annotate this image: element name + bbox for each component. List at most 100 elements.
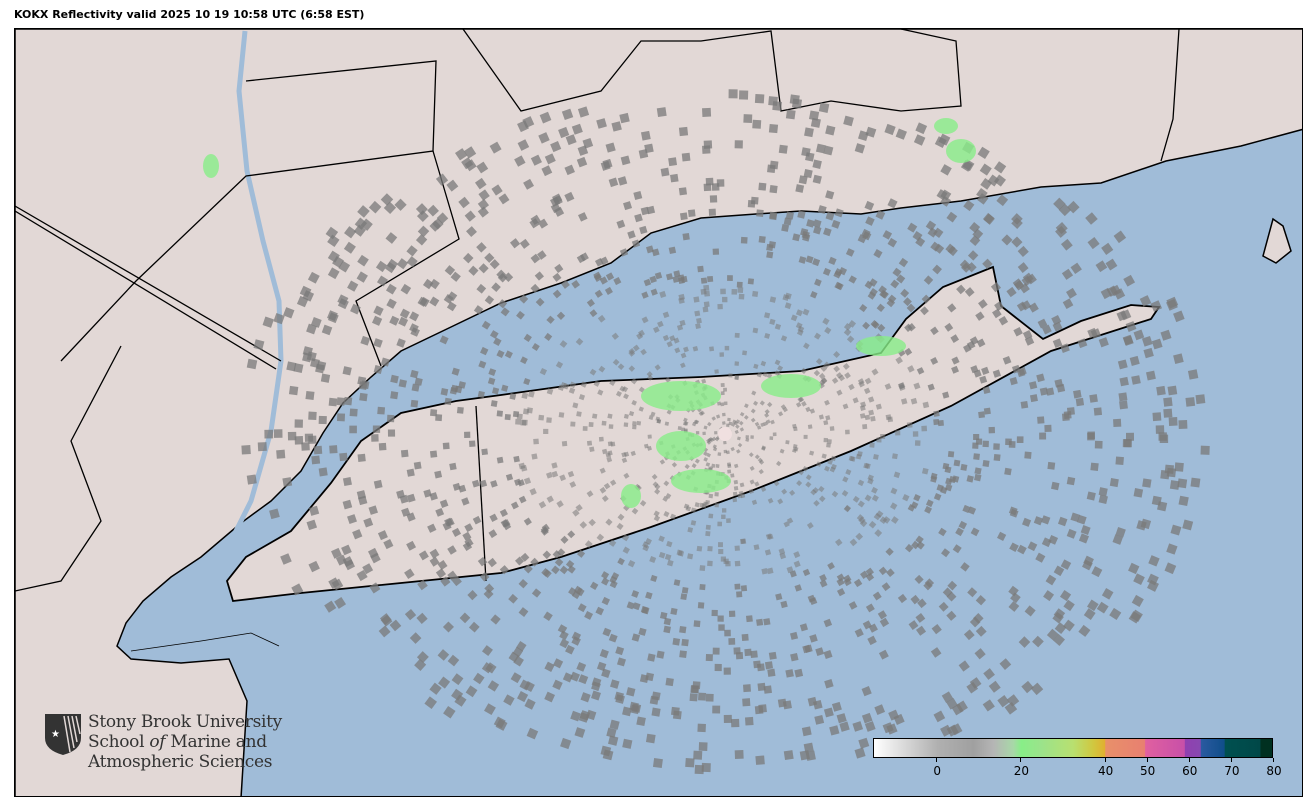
radar-echo bbox=[662, 334, 670, 342]
radar-echo bbox=[956, 700, 968, 713]
radar-echo bbox=[858, 130, 869, 142]
radar-echo bbox=[383, 539, 394, 550]
radar-echo bbox=[377, 406, 386, 415]
radar-echo bbox=[1086, 491, 1096, 501]
radar-echo-green bbox=[761, 374, 821, 398]
radar-map[interactable] bbox=[14, 28, 1303, 797]
radar-echo bbox=[668, 157, 678, 167]
radar-echo bbox=[873, 512, 882, 521]
radar-echo bbox=[882, 516, 891, 524]
radar-echo bbox=[818, 485, 825, 493]
radar-echo bbox=[752, 290, 759, 298]
radar-echo bbox=[733, 486, 739, 491]
radar-echo bbox=[817, 205, 827, 215]
radar-echo bbox=[931, 623, 942, 635]
radar-echo bbox=[429, 556, 440, 567]
radar-echo bbox=[760, 360, 767, 367]
radar-echo bbox=[1195, 394, 1206, 405]
radar-echo bbox=[447, 545, 457, 555]
radar-echo bbox=[724, 629, 731, 637]
radar-echo bbox=[665, 273, 674, 281]
radar-echo bbox=[973, 369, 982, 378]
radar-echo bbox=[786, 566, 794, 574]
radar-echo bbox=[519, 294, 529, 304]
radar-echo bbox=[786, 517, 794, 524]
radar-echo bbox=[435, 507, 445, 517]
radar-echo bbox=[1077, 514, 1087, 525]
radar-echo bbox=[852, 495, 860, 503]
radar-echo bbox=[868, 409, 875, 416]
radar-echo bbox=[398, 379, 407, 388]
radar-echo bbox=[609, 379, 616, 386]
radar-echo bbox=[1053, 197, 1066, 211]
radar-echo bbox=[774, 323, 782, 330]
radar-echo bbox=[523, 477, 532, 485]
radar-echo bbox=[622, 534, 630, 542]
radar-echo bbox=[694, 458, 700, 464]
radar-echo bbox=[435, 414, 443, 422]
radar-echo bbox=[1017, 245, 1029, 258]
colorbar-tick-label: 60 bbox=[1182, 764, 1198, 778]
radar-echo bbox=[818, 372, 826, 380]
radar-echo bbox=[753, 544, 760, 551]
radar-echo bbox=[683, 503, 690, 510]
radar-echo bbox=[790, 652, 799, 662]
radar-echo bbox=[727, 462, 731, 467]
radar-echo bbox=[976, 338, 986, 348]
radar-echo bbox=[306, 519, 318, 531]
radar-echo bbox=[468, 621, 480, 633]
radar-echo bbox=[572, 402, 579, 409]
radar-echo bbox=[665, 493, 672, 499]
radar-echo bbox=[803, 168, 813, 179]
radar-echo bbox=[898, 257, 909, 268]
radar-echo bbox=[784, 302, 792, 310]
radar-echo bbox=[424, 696, 437, 709]
radar-echo bbox=[502, 519, 511, 528]
radar-echo bbox=[921, 467, 929, 475]
radar-echo bbox=[575, 504, 583, 512]
radar-echo bbox=[1041, 324, 1052, 335]
radar-echo bbox=[464, 210, 476, 222]
radar-echo bbox=[1143, 347, 1154, 359]
radar-echo bbox=[331, 578, 344, 591]
radar-echo bbox=[723, 449, 728, 454]
radar-echo bbox=[668, 246, 677, 255]
radar-echo bbox=[769, 212, 778, 221]
radar-echo bbox=[778, 144, 788, 154]
radar-echo bbox=[677, 550, 685, 557]
radar-echo bbox=[802, 568, 811, 577]
radar-echo bbox=[531, 588, 542, 598]
radar-echo bbox=[728, 610, 736, 618]
radar-echo bbox=[649, 556, 657, 564]
radar-echo bbox=[764, 312, 771, 319]
radar-echo bbox=[1129, 355, 1140, 366]
radar-echo bbox=[628, 365, 636, 372]
radar-echo bbox=[477, 198, 490, 211]
radar-echo bbox=[721, 508, 727, 513]
radar-echo bbox=[753, 400, 759, 406]
radar-echo bbox=[1019, 282, 1030, 294]
radar-echo bbox=[707, 560, 713, 567]
radar-echo bbox=[739, 482, 745, 488]
colorbar-tick-label: 50 bbox=[1140, 764, 1156, 778]
radar-echo bbox=[477, 206, 489, 218]
radar-echo bbox=[920, 306, 929, 316]
radar-echo bbox=[812, 159, 822, 169]
radar-echo bbox=[716, 414, 721, 419]
radar-echo bbox=[705, 177, 714, 186]
radar-echo bbox=[983, 668, 995, 680]
radar-echo bbox=[560, 737, 572, 750]
radar-echo bbox=[656, 107, 667, 118]
radar-echo bbox=[246, 358, 258, 370]
radar-echo bbox=[700, 277, 708, 284]
radar-echo bbox=[744, 716, 754, 726]
radar-echo bbox=[764, 409, 770, 415]
radar-echo bbox=[833, 365, 841, 373]
radar-echo bbox=[983, 407, 991, 415]
radar-echo bbox=[1030, 682, 1044, 696]
radar-echo bbox=[850, 456, 856, 462]
radar-echo bbox=[877, 610, 888, 620]
radar-echo bbox=[484, 295, 495, 305]
radar-echo bbox=[651, 473, 658, 480]
radar-echo bbox=[601, 668, 611, 678]
